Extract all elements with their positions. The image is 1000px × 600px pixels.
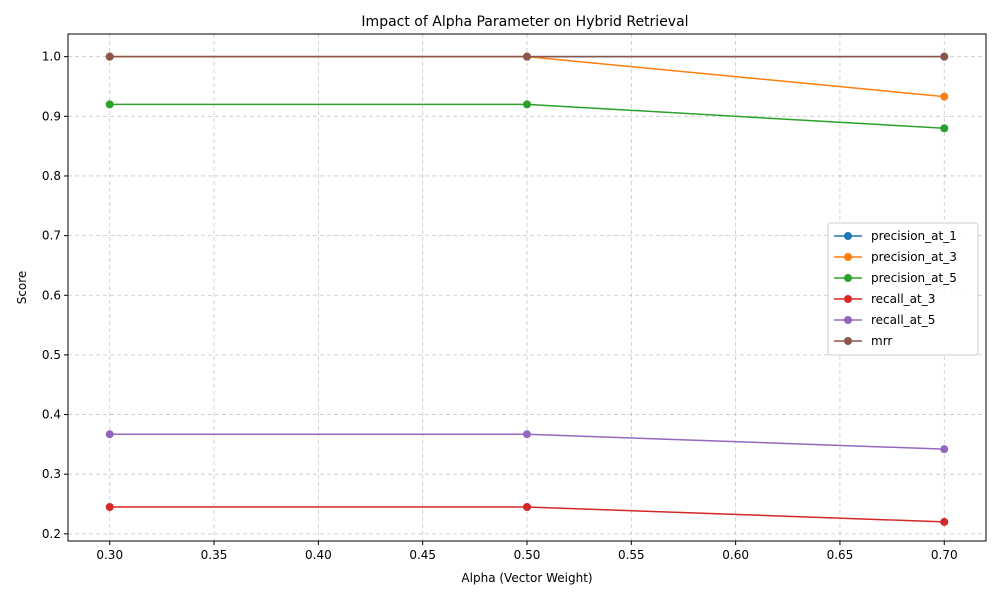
series-recall-at-3 xyxy=(105,503,949,526)
legend-entry: recall_at_5 xyxy=(834,313,935,327)
data-point xyxy=(940,124,949,133)
legend-swatch-marker xyxy=(844,295,852,303)
data-point xyxy=(523,503,531,512)
legend-label: recall_at_5 xyxy=(871,313,935,327)
x-tick-label: 0.65 xyxy=(827,548,854,562)
data-point xyxy=(523,100,531,109)
legend-entry: precision_at_5 xyxy=(834,271,957,285)
legend-entry: mrr xyxy=(834,334,892,348)
series-precision-at-5 xyxy=(105,100,949,133)
x-tick-label: 0.60 xyxy=(722,548,749,562)
legend-swatch-marker xyxy=(844,232,852,240)
y-tick-label: 0.5 xyxy=(42,348,61,362)
y-tick-label: 0.3 xyxy=(42,467,61,481)
legend-entry: recall_at_3 xyxy=(834,292,935,306)
legend-swatch-marker xyxy=(844,316,852,324)
y-tick-label: 0.7 xyxy=(42,229,61,243)
ticks: 0.30 0.35 0.40 0.45 0.50 0.55 0.60 0.65 0.70 0.2 0… xyxy=(42,50,958,562)
legend-entry: precision_at_1 xyxy=(834,229,957,243)
legend-label: precision_at_1 xyxy=(871,229,957,243)
y-tick-label: 0.2 xyxy=(42,527,61,541)
legend-swatch-marker xyxy=(844,337,852,345)
legend-swatch-marker xyxy=(844,253,852,261)
data-point xyxy=(940,92,949,101)
data-point xyxy=(523,52,531,61)
series-mrr xyxy=(105,52,949,61)
chart-title: Impact of Alpha Parameter on Hybrid Retr… xyxy=(361,14,688,30)
data-point xyxy=(940,52,949,61)
x-axis-label: Alpha (Vector Weight) xyxy=(461,571,592,585)
legend: precision_at_1 precision_at_3 precision_at… xyxy=(827,222,979,356)
x-tick-label: 0.70 xyxy=(931,548,958,562)
x-tick-label: 0.50 xyxy=(514,548,541,562)
data-point xyxy=(105,100,114,109)
legend-swatch-marker xyxy=(844,274,852,282)
y-tick-label: 0.4 xyxy=(42,408,61,422)
data-point xyxy=(105,503,114,512)
series-layer xyxy=(105,52,949,526)
data-point xyxy=(105,52,114,61)
x-tick-label: 0.35 xyxy=(201,548,228,562)
legend-label: precision_at_5 xyxy=(871,271,957,285)
legend-label: recall_at_3 xyxy=(871,292,935,306)
x-tick-label: 0.30 xyxy=(96,548,123,562)
data-point xyxy=(940,445,949,454)
x-tick-label: 0.40 xyxy=(305,548,332,562)
data-point xyxy=(105,430,114,439)
x-tick-label: 0.45 xyxy=(409,548,436,562)
legend-label: precision_at_3 xyxy=(871,250,957,264)
series-recall-at-5 xyxy=(105,430,949,454)
y-tick-label: 0.6 xyxy=(42,288,61,302)
x-tick-label: 0.55 xyxy=(618,548,645,562)
y-axis-label: Score xyxy=(15,271,29,305)
y-tick-label: 1.0 xyxy=(42,50,61,64)
legend-box xyxy=(827,222,979,356)
legend-label: mrr xyxy=(871,334,892,348)
data-point xyxy=(940,517,949,526)
legend-entry: precision_at_3 xyxy=(834,250,957,264)
y-tick-label: 0.9 xyxy=(42,109,61,123)
data-point xyxy=(523,430,531,439)
y-tick-label: 0.8 xyxy=(42,169,61,183)
